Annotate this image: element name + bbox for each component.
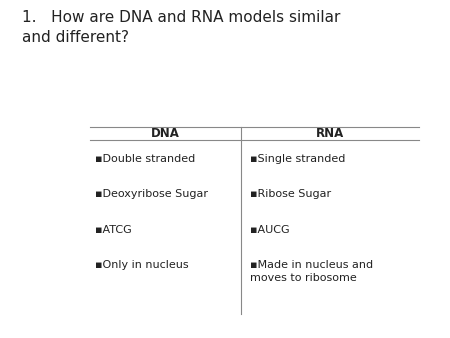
- Text: ▪AUCG: ▪AUCG: [250, 225, 289, 235]
- Text: ▪Ribose Sugar: ▪Ribose Sugar: [250, 189, 331, 199]
- Text: ▪Single stranded: ▪Single stranded: [250, 154, 345, 164]
- Text: DNA: DNA: [151, 127, 180, 140]
- Text: ▪ATCG: ▪ATCG: [94, 225, 131, 235]
- Text: ▪Double stranded: ▪Double stranded: [94, 154, 195, 164]
- Text: RNA: RNA: [315, 127, 344, 140]
- Text: ▪Made in nucleus and
moves to ribosome: ▪Made in nucleus and moves to ribosome: [250, 260, 373, 283]
- Text: ▪Only in nucleus: ▪Only in nucleus: [94, 260, 188, 270]
- Text: 1.   How are DNA and RNA models similar
and different?: 1. How are DNA and RNA models similar an…: [22, 10, 341, 45]
- Text: ▪Deoxyribose Sugar: ▪Deoxyribose Sugar: [94, 189, 207, 199]
